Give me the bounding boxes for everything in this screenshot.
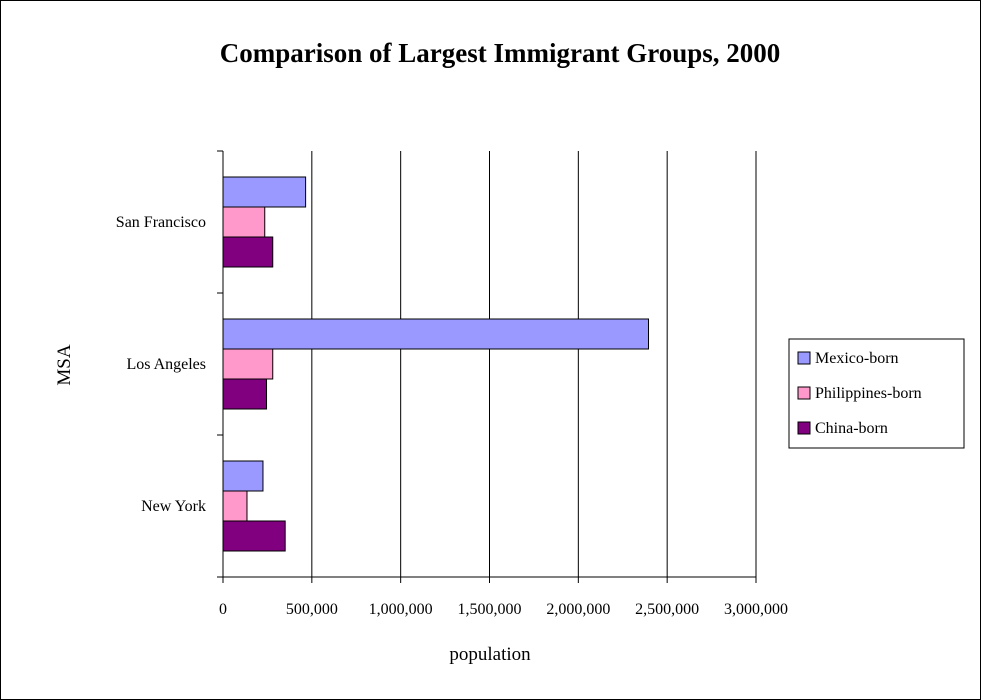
legend-label: Philippines-born — [815, 385, 922, 402]
legend-swatch — [797, 386, 811, 400]
bar-philippines-born-los-angeles — [222, 348, 274, 380]
bar-philippines-born-new-york — [222, 490, 248, 522]
x-tick-label: 2,000,000 — [546, 601, 610, 618]
y-tick-label: New York — [141, 498, 206, 515]
x-tick-label: 2,500,000 — [635, 601, 699, 618]
grid-lines — [311, 151, 757, 577]
bar-mexico-born-san-francisco — [222, 176, 307, 208]
bars — [222, 176, 650, 552]
x-tick-label: 3,000,000 — [724, 601, 788, 618]
x-tick-label: 1,000,000 — [369, 601, 433, 618]
legend-box — [788, 338, 965, 449]
bar-china-born-los-angeles — [222, 378, 268, 410]
bar-china-born-new-york — [222, 520, 286, 552]
legend-label: China-born — [815, 420, 888, 437]
legend-swatch — [797, 351, 811, 365]
x-tick-label: 1,500,000 — [458, 601, 522, 618]
y-tick-labels: San Francisco Los Angeles New York — [116, 214, 206, 515]
legend-label: Mexico-born — [815, 350, 899, 367]
y-tick-label: San Francisco — [116, 214, 206, 231]
chart-title: Comparison of Largest Immigrant Groups, … — [220, 38, 781, 68]
bar-china-born-san-francisco — [222, 236, 274, 268]
x-axis-label: population — [449, 644, 531, 665]
x-tick-labels: 0 500,000 1,000,000 1,500,000 2,000,000 2,500… — [219, 601, 788, 618]
bar-mexico-born-new-york — [222, 460, 264, 492]
y-axis-label: MSA — [54, 344, 75, 385]
bar-mexico-born-los-angeles — [222, 318, 650, 350]
bar-philippines-born-san-francisco — [222, 206, 266, 238]
y-tick-label: Los Angeles — [126, 356, 206, 373]
legend: Mexico-born Philippines-born China-born — [788, 338, 965, 449]
x-tick-label: 0 — [219, 601, 227, 618]
axes — [217, 150, 757, 583]
legend-swatch — [797, 421, 811, 435]
x-tick-label: 500,000 — [286, 601, 338, 618]
